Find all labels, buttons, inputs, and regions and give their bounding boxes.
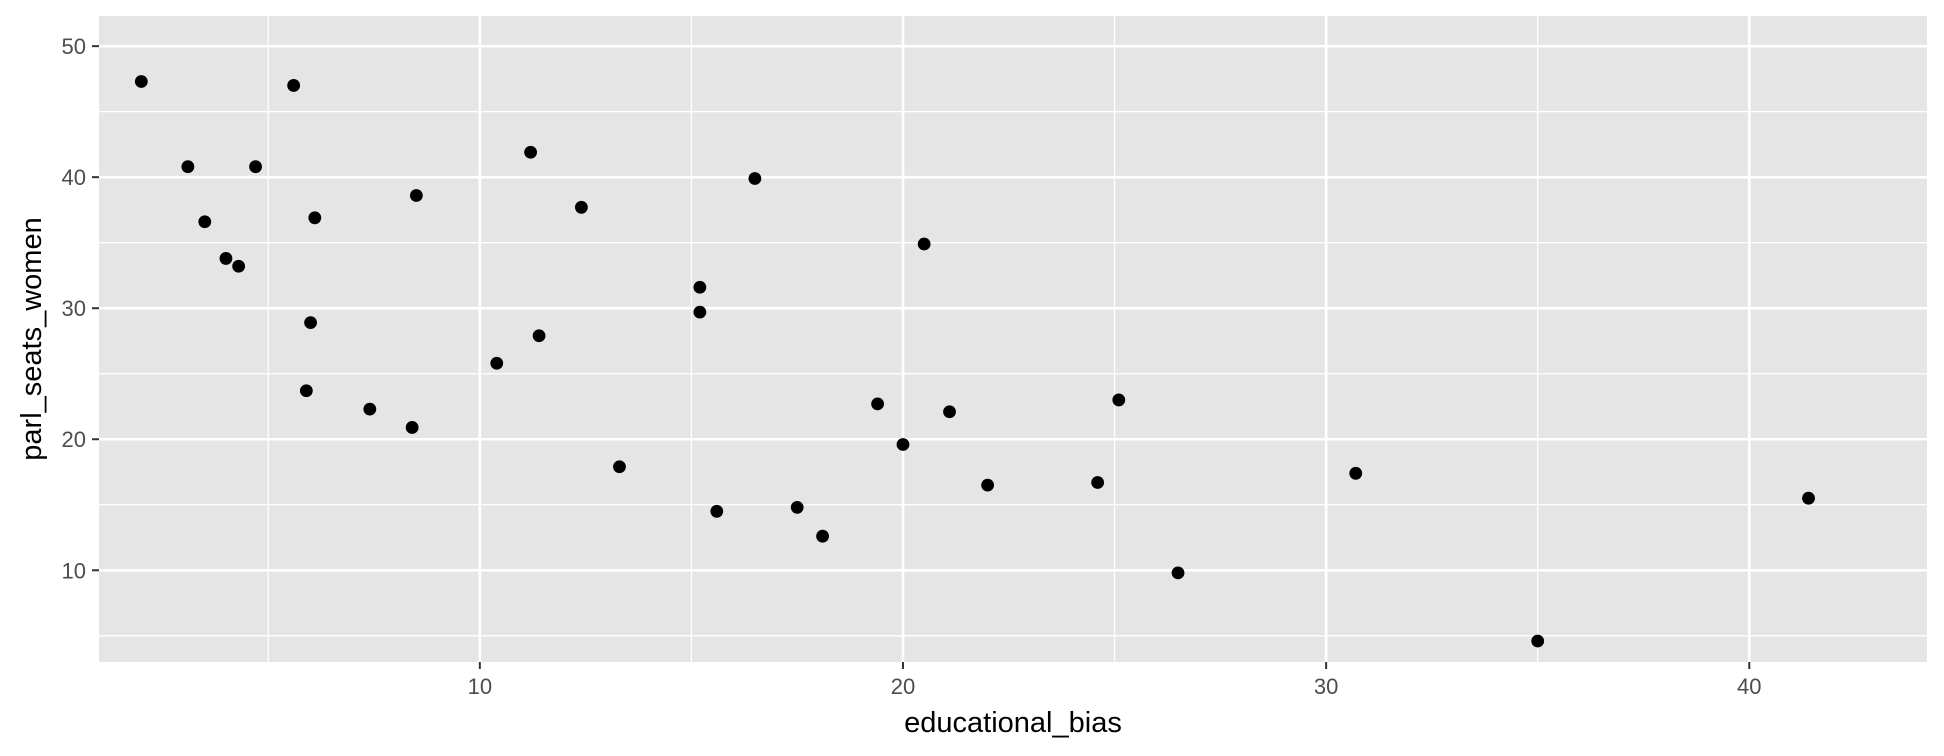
x-tick-label: 30 (1314, 674, 1338, 699)
data-point (710, 504, 724, 518)
data-point (693, 305, 707, 319)
data-point (1171, 566, 1185, 580)
data-point (943, 405, 956, 419)
data-point (299, 384, 313, 398)
data-point (748, 172, 762, 185)
data-point (405, 421, 419, 434)
data-point (134, 75, 148, 88)
data-point (409, 189, 423, 202)
data-point (816, 529, 829, 543)
data-point (490, 356, 504, 370)
data-point (249, 160, 262, 174)
data-point (363, 402, 377, 416)
data-point (1112, 393, 1126, 407)
major-gridlines (99, 16, 1927, 662)
y-axis-ticks: 10 20 30 40 50 (62, 34, 99, 583)
y-tick-label: 20 (62, 427, 86, 452)
x-axis-ticks: 10 20 30 40 (468, 662, 1762, 699)
data-point (304, 316, 317, 330)
data-points (134, 75, 1815, 648)
data-point (981, 478, 995, 492)
data-point (917, 237, 931, 251)
data-point (693, 280, 707, 294)
data-point (219, 252, 233, 265)
data-point (574, 200, 588, 214)
y-tick-label: 10 (62, 558, 86, 583)
data-point (896, 438, 910, 451)
data-point (1802, 491, 1815, 505)
data-point (532, 329, 546, 343)
data-point (1091, 476, 1105, 489)
data-point (790, 500, 804, 514)
data-point (524, 145, 538, 159)
minor-gridlines (99, 16, 1927, 662)
data-point (871, 397, 884, 411)
data-point (1349, 466, 1363, 480)
x-tick-label: 20 (891, 674, 915, 699)
y-tick-label: 30 (62, 296, 86, 321)
y-tick-label: 50 (62, 34, 86, 59)
data-point (1531, 634, 1545, 648)
data-point (287, 79, 301, 92)
data-point (308, 211, 322, 225)
plot-panel (99, 16, 1927, 662)
data-point (198, 215, 212, 229)
y-tick-label: 40 (62, 165, 86, 190)
x-axis-title: educational_bias (904, 707, 1122, 739)
data-point (181, 160, 195, 174)
data-point (232, 259, 246, 273)
data-point (613, 460, 626, 474)
y-axis-title: parl_seats_women (16, 217, 48, 460)
x-tick-label: 40 (1737, 674, 1761, 699)
x-tick-label: 10 (468, 674, 492, 699)
